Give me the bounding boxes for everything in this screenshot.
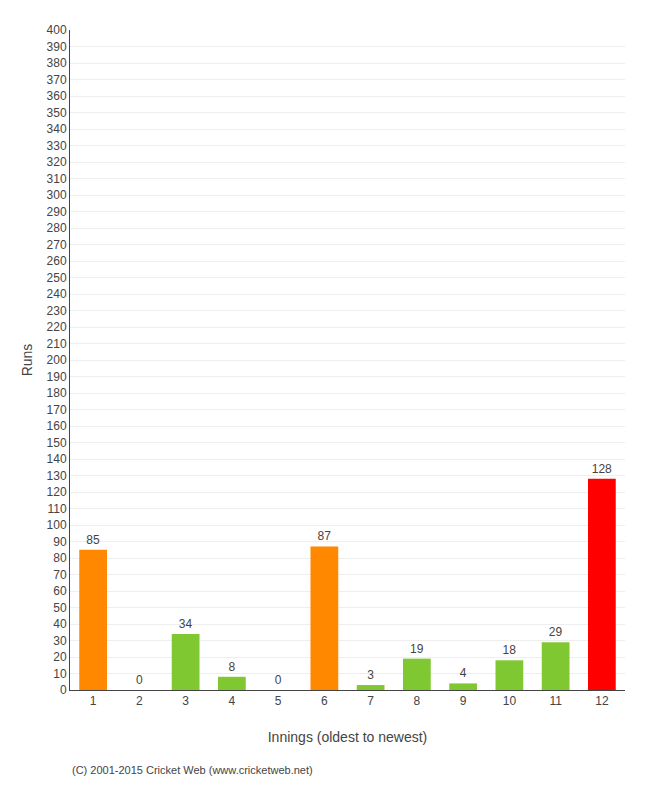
- svg-text:290: 290: [47, 205, 67, 219]
- svg-text:2: 2: [136, 694, 143, 708]
- svg-text:320: 320: [47, 155, 67, 169]
- svg-text:34: 34: [179, 617, 193, 631]
- svg-text:300: 300: [47, 188, 67, 202]
- svg-text:7: 7: [367, 694, 374, 708]
- svg-text:12: 12: [595, 694, 609, 708]
- svg-text:8: 8: [228, 660, 235, 674]
- svg-text:4: 4: [460, 666, 467, 680]
- svg-text:360: 360: [47, 89, 67, 103]
- svg-text:270: 270: [47, 238, 67, 252]
- svg-text:4: 4: [229, 694, 236, 708]
- svg-text:210: 210: [47, 337, 67, 351]
- svg-text:0: 0: [275, 673, 282, 687]
- svg-text:60: 60: [53, 584, 67, 598]
- svg-text:50: 50: [53, 601, 67, 615]
- svg-text:18: 18: [503, 643, 517, 657]
- svg-text:150: 150: [47, 436, 67, 450]
- svg-text:350: 350: [47, 106, 67, 120]
- svg-text:330: 330: [47, 139, 67, 153]
- svg-text:370: 370: [47, 73, 67, 87]
- svg-text:120: 120: [47, 485, 67, 499]
- svg-text:340: 340: [47, 122, 67, 136]
- svg-text:160: 160: [47, 419, 67, 433]
- svg-text:20: 20: [53, 650, 67, 664]
- svg-text:6: 6: [321, 694, 328, 708]
- svg-text:380: 380: [47, 56, 67, 70]
- svg-text:10: 10: [503, 694, 517, 708]
- svg-text:0: 0: [136, 673, 143, 687]
- svg-text:9: 9: [460, 694, 467, 708]
- svg-text:0: 0: [60, 683, 67, 697]
- svg-text:310: 310: [47, 172, 67, 186]
- svg-text:280: 280: [47, 221, 67, 235]
- svg-text:140: 140: [47, 452, 67, 466]
- svg-text:Runs: Runs: [19, 344, 35, 377]
- svg-text:70: 70: [53, 568, 67, 582]
- svg-text:3: 3: [367, 668, 374, 682]
- svg-text:128: 128: [592, 462, 612, 476]
- svg-text:200: 200: [47, 353, 67, 367]
- svg-text:220: 220: [47, 320, 67, 334]
- svg-text:130: 130: [47, 469, 67, 483]
- svg-text:30: 30: [53, 634, 67, 648]
- svg-text:250: 250: [47, 271, 67, 285]
- svg-text:100: 100: [47, 518, 67, 532]
- svg-text:240: 240: [47, 287, 67, 301]
- svg-text:19: 19: [410, 642, 424, 656]
- svg-text:400: 400: [47, 23, 67, 37]
- svg-text:390: 390: [47, 40, 67, 54]
- svg-text:8: 8: [414, 694, 421, 708]
- svg-text:1: 1: [90, 694, 97, 708]
- svg-text:40: 40: [53, 617, 67, 631]
- svg-text:87: 87: [318, 529, 332, 543]
- svg-text:(C) 2001-2015 Cricket Web (www: (C) 2001-2015 Cricket Web (www.cricketwe…: [72, 764, 313, 776]
- svg-text:11: 11: [549, 694, 562, 708]
- svg-text:190: 190: [47, 370, 67, 384]
- svg-text:3: 3: [182, 694, 189, 708]
- svg-text:29: 29: [549, 625, 563, 639]
- svg-text:170: 170: [47, 403, 67, 417]
- svg-text:90: 90: [53, 535, 67, 549]
- svg-text:110: 110: [47, 502, 66, 516]
- svg-text:260: 260: [47, 254, 67, 268]
- svg-text:85: 85: [86, 533, 100, 547]
- svg-text:230: 230: [47, 304, 67, 318]
- svg-text:10: 10: [53, 667, 67, 681]
- svg-text:5: 5: [275, 694, 282, 708]
- svg-text:80: 80: [53, 551, 67, 565]
- svg-text:180: 180: [47, 386, 67, 400]
- svg-text:Innings (oldest to newest): Innings (oldest to newest): [268, 729, 428, 745]
